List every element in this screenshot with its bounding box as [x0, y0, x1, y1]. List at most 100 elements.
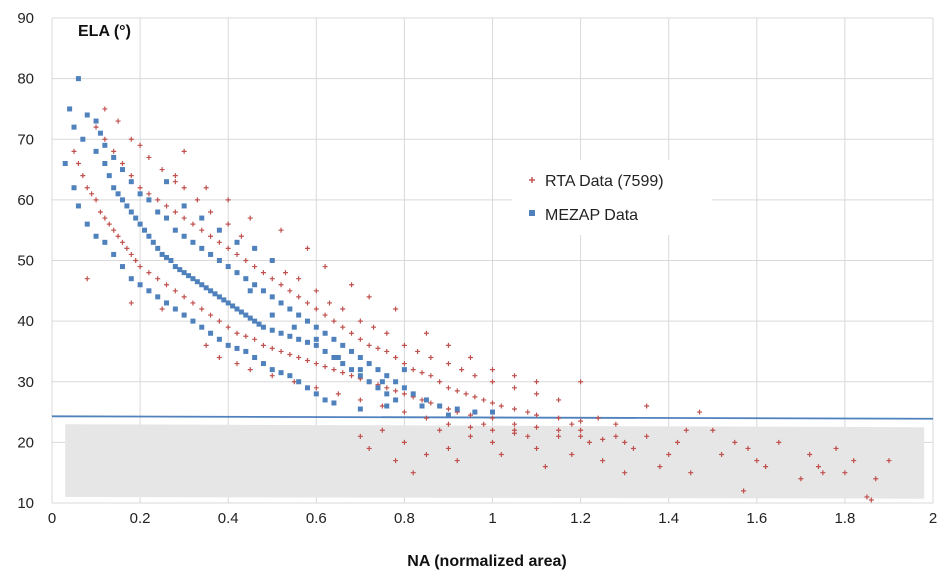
mezap-point-131	[437, 403, 443, 409]
mezap-point-151	[445, 412, 451, 418]
rta-point-160	[445, 421, 451, 427]
rta-point-39	[349, 373, 355, 379]
rta-point-171	[322, 264, 328, 270]
rta-point-154	[313, 385, 319, 391]
mezap-point-77	[208, 330, 214, 336]
rta-point-206	[622, 470, 628, 476]
mezap-point-29	[194, 279, 200, 285]
legend-entry-mezap: MEZAP Data	[529, 207, 638, 224]
mezap-point-105	[199, 245, 205, 251]
rta-point-151	[247, 367, 253, 373]
mezap-point-100	[155, 209, 161, 215]
rta-point-115	[137, 142, 143, 148]
rta-point-13	[128, 251, 134, 257]
mezap-point-9	[106, 173, 112, 179]
rta-point-128	[313, 288, 319, 294]
rta-point-192	[467, 433, 473, 439]
rta-point-1	[75, 161, 81, 166]
rta-point-32	[287, 351, 293, 357]
y-tick-label-8: 90	[17, 10, 34, 27]
rta-point-80	[269, 276, 275, 282]
rta-point-233	[644, 403, 650, 409]
rta-point-76	[234, 251, 240, 257]
rta-point-181	[578, 379, 584, 385]
mezap-point-33	[212, 291, 218, 297]
rta-point-54	[512, 421, 518, 427]
mezap-point-59	[393, 397, 399, 403]
rta-point-26	[234, 330, 240, 336]
rta-point-10	[115, 233, 121, 239]
mezap-point-116	[296, 312, 302, 318]
rta-point-71	[190, 221, 196, 227]
mezap-point-38	[234, 306, 240, 312]
x-tick-label-9: 1.8	[834, 510, 855, 527]
mezap-point-71	[155, 294, 161, 300]
mezap-point-15	[133, 215, 139, 221]
mezap-point-30	[199, 282, 205, 288]
rta-point-176	[445, 342, 451, 348]
rta-point-35	[313, 361, 319, 367]
rta-point-29	[260, 342, 266, 348]
rta-point-184	[379, 427, 385, 433]
mezap-point-39	[238, 309, 244, 315]
rta-point-140	[490, 379, 495, 385]
shaded-region-layer	[65, 424, 925, 499]
mezap-point-87	[296, 379, 302, 385]
mezap-point-134	[164, 179, 170, 185]
rta-point-190	[445, 445, 451, 451]
series-0	[71, 106, 892, 503]
rta-point-146	[159, 306, 165, 312]
mezap-point-48	[296, 336, 302, 342]
mezap-point-40	[243, 312, 249, 318]
rta-point-30	[269, 345, 275, 351]
rta-point-94	[393, 355, 399, 360]
rta-point-230	[868, 497, 874, 503]
rta-point-89	[349, 330, 355, 336]
rta-point-27	[243, 333, 249, 339]
mezap-point-66	[111, 251, 117, 257]
mezap-point-64	[93, 233, 99, 239]
rta-point-227	[864, 494, 870, 500]
rta-point-136	[428, 355, 434, 360]
mezap-point-78	[216, 336, 222, 342]
mezap-point-28	[190, 276, 196, 282]
rta-point-207	[630, 445, 636, 451]
rta-point-61	[102, 136, 108, 142]
rta-point-28	[252, 336, 258, 342]
rta-point-44	[393, 388, 399, 394]
mezap-point-86	[287, 373, 293, 379]
mezap-point-132	[454, 406, 460, 412]
mezap-point-42	[252, 318, 258, 324]
mezap-point-6	[97, 130, 103, 136]
rta-point-196	[512, 427, 518, 433]
rta-point-48	[428, 400, 434, 406]
mezap-point-68	[128, 276, 134, 282]
mezap-point-124	[366, 361, 372, 367]
y-tick-label-6: 70	[17, 131, 34, 148]
rta-point-88	[340, 324, 346, 330]
rta-point-9	[111, 227, 117, 233]
mezap-point-13	[124, 203, 130, 209]
rta-point-36	[322, 364, 328, 370]
mezap-point-144	[313, 336, 319, 342]
mezap-point-10	[111, 185, 117, 191]
mezap-point-2	[71, 124, 77, 130]
x-tick-label-7: 1.4	[658, 510, 679, 527]
rta-point-68	[164, 203, 170, 209]
rta-point-133	[384, 330, 390, 336]
mezap-point-109	[234, 270, 240, 276]
mezap-point-121	[340, 342, 346, 348]
mezap-point-61	[71, 185, 77, 191]
rta-point-228	[873, 476, 879, 482]
rta-point-104	[481, 397, 487, 403]
rta-point-150	[234, 361, 240, 367]
mezap-point-18	[146, 233, 152, 239]
mezap-point-5	[93, 118, 99, 124]
mezap-point-96	[119, 167, 125, 173]
rta-point-2	[80, 173, 86, 179]
mezap-point-35	[221, 297, 227, 303]
rta-point-187	[410, 470, 416, 476]
rta-point-81	[278, 282, 284, 288]
rta-point-157	[379, 403, 385, 409]
